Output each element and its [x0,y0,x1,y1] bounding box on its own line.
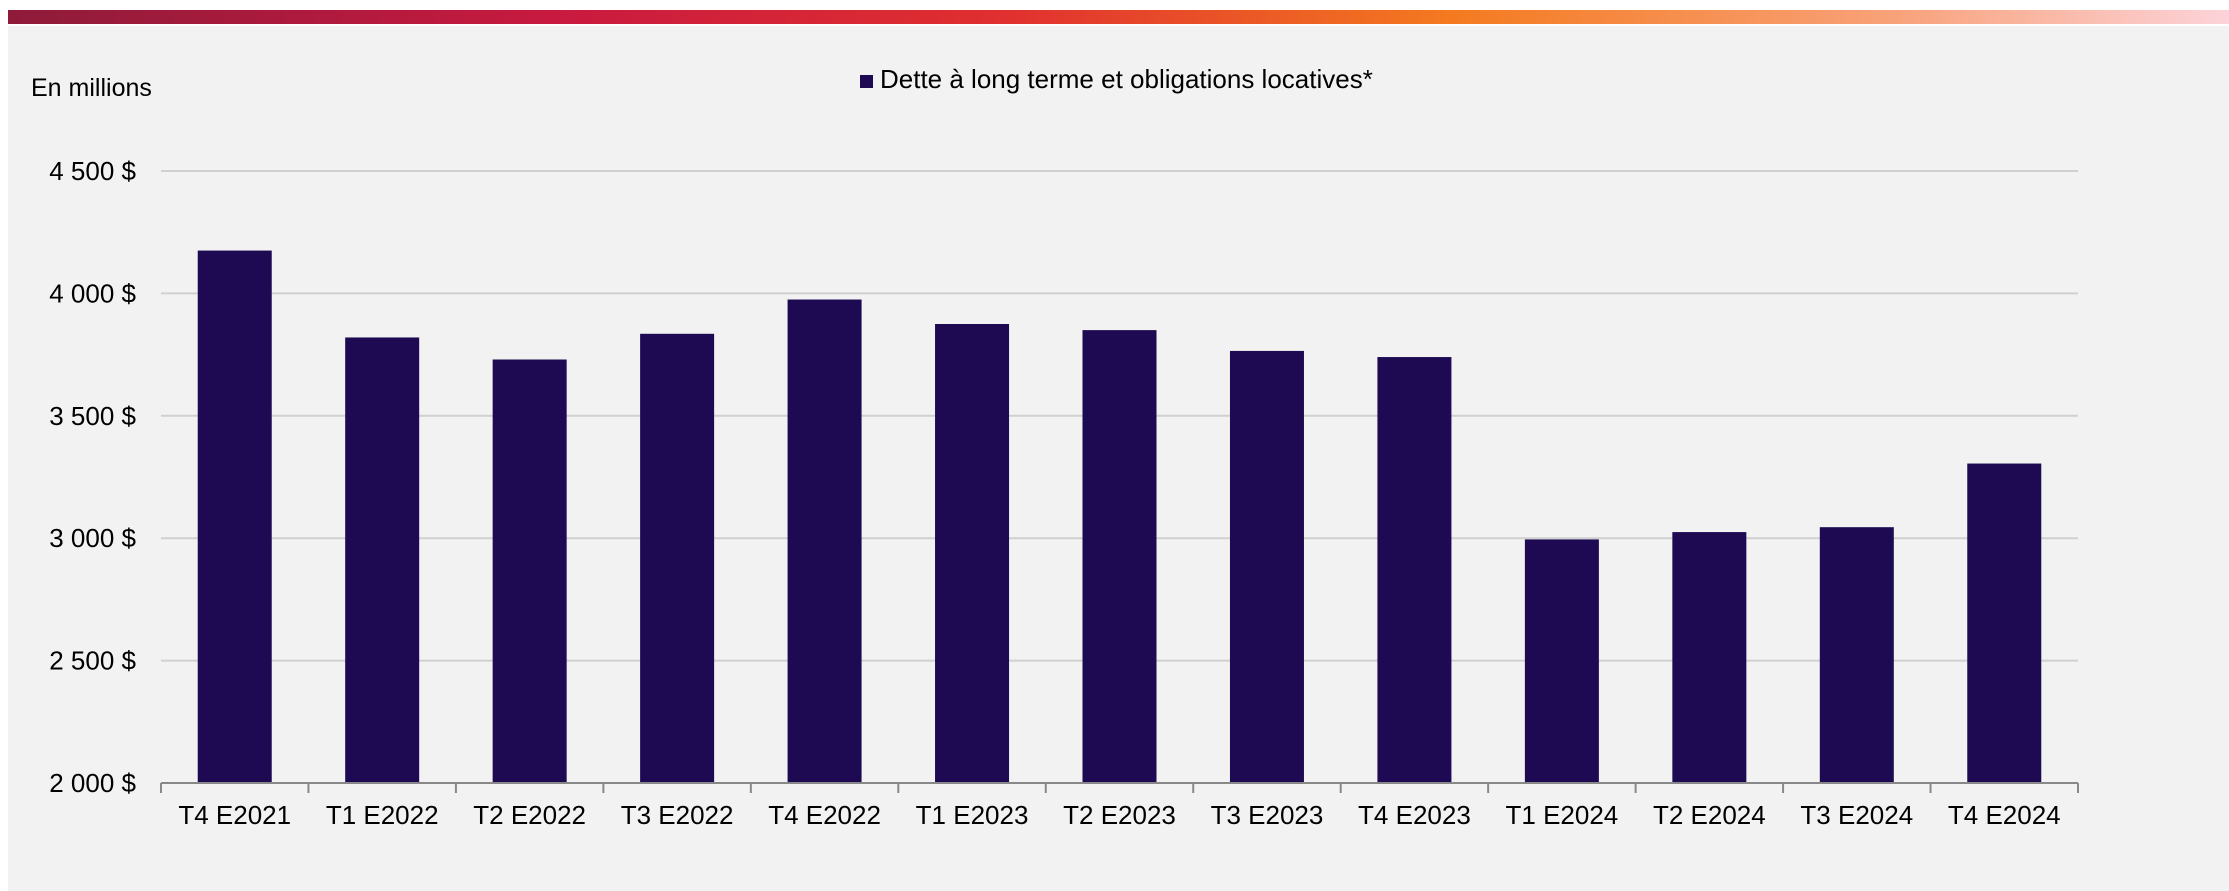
bar [492,359,567,783]
bars [197,250,2042,783]
legend-swatch [860,75,873,88]
x-tick-label: T4 E2023 [1358,800,1471,830]
x-tick-label: T4 E2024 [1948,800,2061,830]
x-tick-label: T2 E2024 [1653,800,1766,830]
legend: Dette à long terme et obligations locati… [860,64,1373,94]
unit-label: En millions [31,74,152,102]
bar [345,337,420,783]
bar [787,299,862,783]
y-tick-label: 2 000 $ [49,768,136,798]
x-tick-label: T1 E2022 [326,800,439,830]
x-axis-tick-labels: T4 E2021 T1 E2022 T2 E2022 T3 E2022 T4 E2022… [178,800,2060,830]
y-tick-label: 4 000 $ [49,278,136,308]
x-axis [160,782,2079,793]
bar [1524,539,1599,783]
bar [935,324,1010,783]
y-tick-label: 3 000 $ [49,523,136,553]
bar [197,250,272,783]
y-axis-tick-labels: 2 000 $ 2 500 $ 3 000 $ 3 500 $ 4 000 $ 4 500… [49,156,136,798]
bar [640,333,715,783]
x-tick-label: T3 E2022 [621,800,734,830]
x-tick-label: T1 E2024 [1506,800,1619,830]
bar [1819,527,1894,783]
x-tick-label: T4 E2022 [768,800,881,830]
legend-label: Dette à long terme et obligations locati… [880,64,1373,94]
bar [1377,357,1452,783]
x-tick-label: T4 E2021 [178,800,291,830]
bar [1967,463,2042,783]
bar [1672,532,1747,783]
y-tick-label: 4 500 $ [49,156,136,186]
chart-panel: En millions Dette à long terme et obliga… [8,26,2229,891]
x-tick-label: T3 E2024 [1800,800,1913,830]
x-tick-label: T1 E2023 [916,800,1029,830]
bar-chart: En millions Dette à long terme et obliga… [31,64,2079,830]
y-tick-label: 2 500 $ [49,646,136,676]
x-tick-label: T2 E2023 [1063,800,1176,830]
x-tick-label: T3 E2023 [1211,800,1324,830]
x-tick-label: T2 E2022 [473,800,586,830]
y-tick-label: 3 500 $ [49,401,136,431]
bar [1229,350,1304,783]
top-accent-bar [8,10,2229,24]
bar [1082,330,1157,783]
